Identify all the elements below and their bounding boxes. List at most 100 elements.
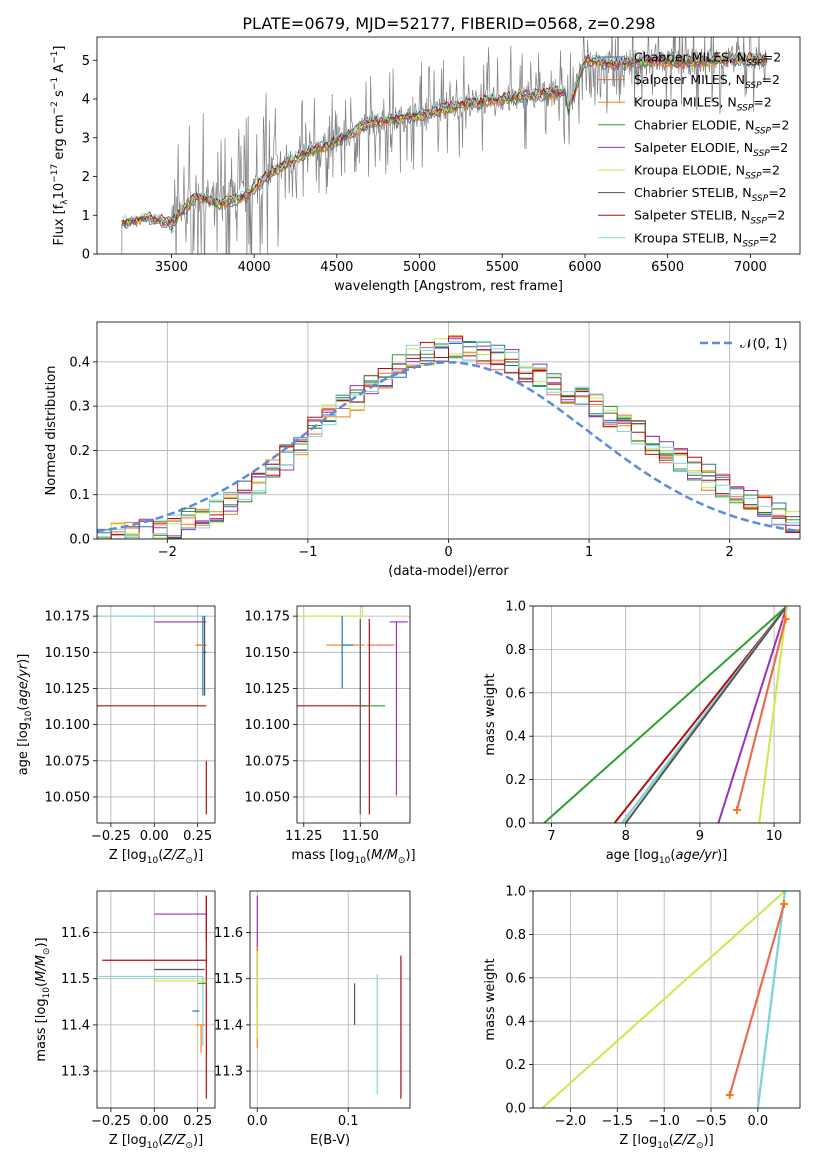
residual-histogram-4 — [97, 338, 800, 539]
residual-histogram-0 — [97, 342, 800, 539]
axes-frame — [96, 605, 216, 824]
y-tick-label: 0 — [82, 248, 90, 263]
panel-spectrum: 3500 4000 4500 5000 5500 6000 6500 7000 0 1 2 3 4 5 wa… — [50, 36, 801, 294]
panel-age-vs-z: −0.25 0.00 0.25 10.050 10.075 10.100 10.125 10.… — [16, 605, 216, 866]
plot-area — [541, 891, 789, 1108]
x-tick-label: 0.0 — [747, 1114, 768, 1129]
x-tick-label: −0.25 — [91, 829, 131, 844]
residual-histogram-3 — [97, 341, 800, 539]
plot-area — [98, 895, 207, 1099]
x-tick-label: 0 — [444, 545, 452, 560]
axes-frame — [249, 890, 411, 1109]
y-tick-label: 0.6 — [505, 971, 526, 986]
x-tick-label: 0.00 — [140, 829, 169, 844]
y-axis-label: Normed distribution — [44, 366, 59, 496]
y-tick-label: 2 — [82, 170, 90, 185]
y-tick-label: 10.075 — [245, 754, 291, 769]
x-axis-label: mass [log10​(M/M⊙​)] — [291, 848, 415, 866]
y-tick-label: 5 — [82, 54, 90, 69]
y-tick-label: 0.2 — [505, 1058, 526, 1073]
y-tick-label: 1.0 — [505, 885, 526, 900]
weight-line-4 — [624, 606, 788, 823]
panel-weight-vs-z: −2.0 −1.5 −1.0 −0.5 0.0 0.0 0.2 0.4 0.6 0.8 1.0 Z [… — [483, 885, 801, 1151]
x-tick-label: 0.25 — [183, 1114, 212, 1129]
y-tick-label: 10.100 — [45, 718, 91, 733]
y-tick-label: 0.4 — [69, 355, 90, 370]
x-tick-label: −2 — [158, 545, 177, 560]
legend-entry-3: Chabrier ELODIE, NSSP​=2 — [634, 117, 789, 136]
x-tick-label: 4000 — [238, 260, 271, 275]
y-tick-label: 0.4 — [505, 730, 526, 745]
x-tick-label: 7 — [547, 829, 555, 844]
x-tick-label: 8 — [622, 829, 630, 844]
x-tick-label: 5500 — [486, 260, 519, 275]
residual-histogram-7 — [97, 336, 800, 539]
y-tick-label: 10.150 — [245, 646, 291, 661]
y-tick-label: 0.3 — [69, 400, 90, 415]
x-tick-label: 3500 — [155, 260, 188, 275]
x-axis-label: wavelength [Angstrom, rest frame] — [334, 279, 563, 294]
y-tick-label: 1 — [82, 209, 90, 224]
axes-frame — [532, 605, 801, 824]
y-tick-label: 4 — [82, 93, 90, 108]
y-tick-label: 0.6 — [505, 686, 526, 701]
plot-area — [543, 606, 790, 823]
residual-histogram-8 — [97, 341, 800, 539]
legend-entry-4: Salpeter ELODIE, NSSP​=2 — [634, 140, 788, 159]
y-axis-label: mass weight — [483, 673, 498, 755]
y-tick-label: 10.125 — [45, 682, 91, 697]
x-tick-label: −1 — [298, 545, 317, 560]
y-tick-label: 10.150 — [45, 646, 91, 661]
y-tick-label: 10.175 — [45, 610, 91, 625]
panel-weight-vs-age: 7 8 9 10 0.0 0.2 0.4 0.6 0.8 1.0 age [log10​(age/y… — [483, 600, 801, 866]
x-axis-label: E(B-V) — [310, 1133, 350, 1148]
x-tick-label: 9 — [696, 829, 704, 844]
legend-entry-2: Kroupa MILES, NSSP​=2 — [634, 95, 772, 114]
legend-entry-0: Chabrier MILES, NSSP​=2 — [634, 50, 781, 69]
plot-area — [121, 37, 768, 254]
legend-entry-6: Chabrier STELIB, NSSP​=2 — [634, 185, 787, 204]
y-tick-label: 0.0 — [69, 533, 90, 548]
y-tick-label: 11.5 — [214, 972, 243, 987]
x-axis-label: Z [log10​(Z/Z⊙​)] — [619, 1133, 713, 1151]
weight-line-8 — [735, 618, 787, 811]
y-tick-label: 10.075 — [45, 754, 91, 769]
x-tick-label: −1.5 — [602, 1114, 634, 1129]
x-axis-label: Z [log10​(Z/Z⊙​)] — [109, 1133, 203, 1151]
weight-line-2 — [756, 891, 787, 1108]
plot-area — [97, 615, 209, 815]
axes-frame — [96, 321, 801, 540]
y-tick-label: 10.175 — [245, 610, 291, 625]
plot-area — [256, 895, 402, 1099]
legend-entry-1: Salpeter MILES, NSSP​=2 — [634, 72, 780, 91]
x-tick-label: 2 — [726, 545, 734, 560]
y-tick-label: 0.8 — [505, 643, 526, 658]
panel-mass-vs-ebv: 0.0 0.1 11.3 11.4 11.5 11.6 E(B-V) — [214, 890, 411, 1148]
x-axis-label: Z [log10​(Z/Z⊙​)] — [109, 848, 203, 866]
y-axis-label: mass [log10​(M/M⊙​)] — [34, 937, 52, 1061]
legend-entry-7: Salpeter STELIB, NSSP​=2 — [634, 208, 785, 227]
y-tick-label: 11.4 — [61, 1018, 90, 1033]
y-tick-label: 1.0 — [505, 600, 526, 615]
x-tick-label: 7000 — [734, 260, 767, 275]
weight-line-5 — [717, 606, 788, 823]
x-axis-label: (data-model)/error — [388, 564, 509, 579]
weight-line-6 — [758, 606, 789, 823]
x-tick-label: 11.50 — [342, 829, 379, 844]
y-tick-label: 11.6 — [61, 926, 90, 941]
x-tick-label: 4500 — [320, 260, 353, 275]
axes-frame — [96, 36, 801, 255]
y-tick-label: 10.050 — [245, 790, 291, 805]
y-tick-label: 3 — [82, 131, 90, 146]
y-tick-label: 10.125 — [245, 682, 291, 697]
panel-age-vs-mass: 11.25 11.50 10.050 10.075 10.100 10.125 10.150… — [245, 605, 416, 866]
y-tick-label: 0.0 — [505, 817, 526, 832]
residual-histogram-1 — [97, 341, 800, 539]
y-axis-label: mass weight — [483, 958, 498, 1040]
x-tick-label: 6000 — [568, 260, 601, 275]
y-tick-label: 0.4 — [505, 1015, 526, 1030]
y-tick-label: 10.100 — [245, 718, 291, 733]
x-tick-label: 11.25 — [285, 829, 322, 844]
legend-entry-5: Kroupa ELODIE, NSSP​=2 — [634, 163, 780, 182]
figure-title: PLATE=0679, MJD=52177, FIBERID=0568, z=0… — [242, 14, 655, 33]
